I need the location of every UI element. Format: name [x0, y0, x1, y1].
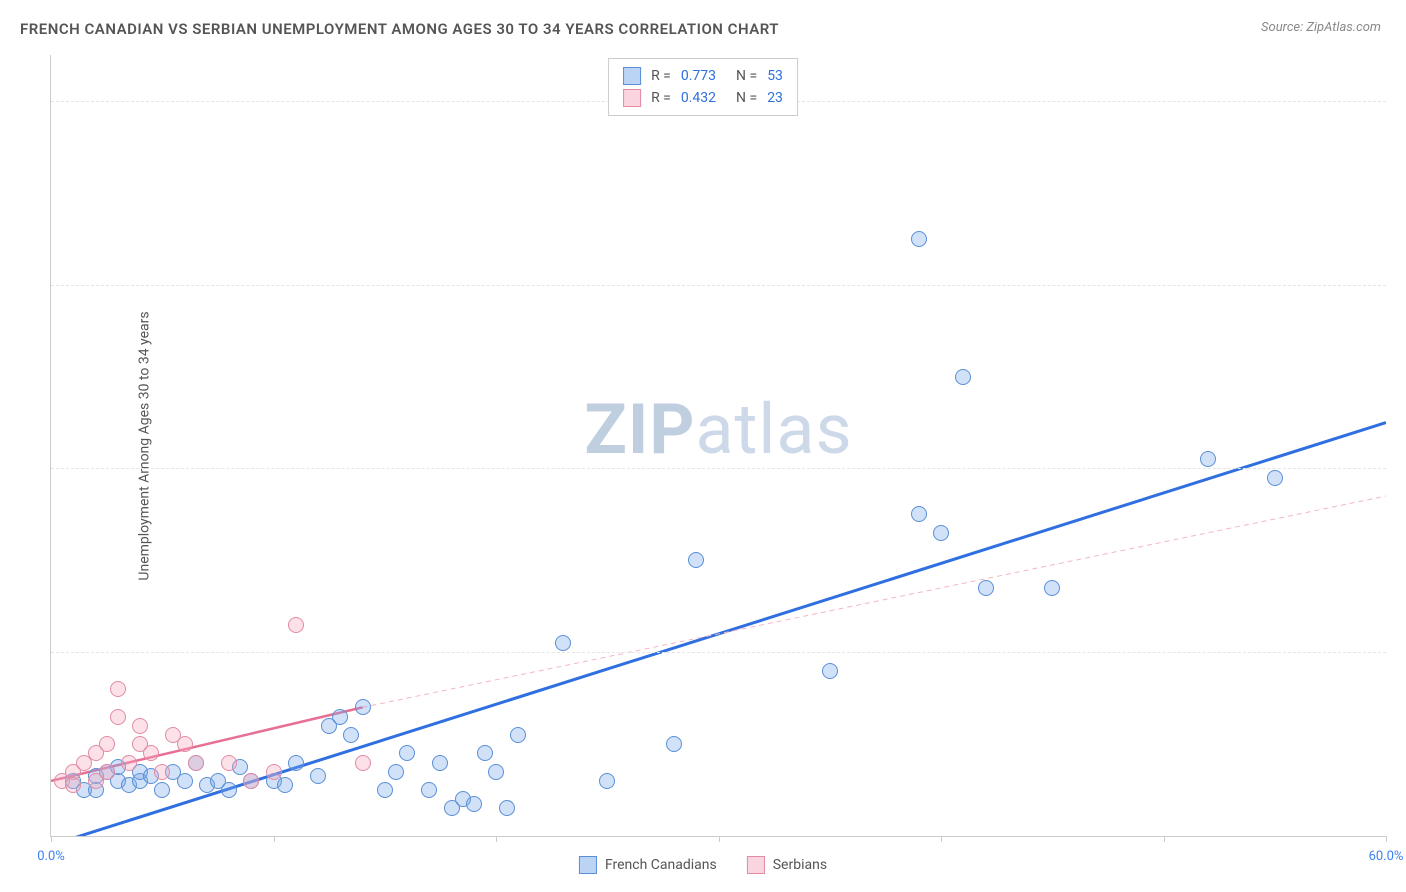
scatter-point — [221, 782, 237, 798]
xtick — [51, 836, 52, 842]
n-value: 53 — [767, 68, 783, 84]
n-value: 23 — [767, 90, 783, 106]
scatter-point — [110, 709, 126, 725]
scatter-point — [688, 552, 704, 568]
xtick-label: 60.0% — [1369, 849, 1404, 864]
r-value: 0.432 — [681, 90, 716, 106]
stats-row-1: R = 0.773 N = 53 — [623, 65, 783, 87]
scatter-point — [399, 745, 415, 761]
scatter-point — [221, 755, 237, 771]
r-label: R = — [651, 90, 671, 106]
stats-row-2: R = 0.432 N = 23 — [623, 87, 783, 109]
scatter-point — [121, 755, 137, 771]
series-legend: French Canadians Serbians — [579, 856, 827, 874]
legend-label: French Canadians — [605, 857, 717, 873]
scatter-point — [822, 663, 838, 679]
scatter-point — [154, 782, 170, 798]
scatter-point — [421, 782, 437, 798]
scatter-point — [110, 681, 126, 697]
swatch-blue-icon — [623, 67, 641, 85]
scatter-point — [510, 727, 526, 743]
scatter-point — [99, 764, 115, 780]
scatter-point — [388, 764, 404, 780]
scatter-point — [978, 580, 994, 596]
xtick — [274, 836, 275, 842]
scatter-point — [1044, 580, 1060, 596]
scatter-point — [955, 369, 971, 385]
source-label: Source: ZipAtlas.com — [1261, 20, 1381, 35]
chart-plot-area: ZIPatlas 20.0%40.0%60.0%80.0%0.0%60.0% — [50, 55, 1386, 837]
scatter-point — [499, 800, 515, 816]
scatter-point — [310, 768, 326, 784]
scatter-point — [65, 777, 81, 793]
scatter-point — [555, 635, 571, 651]
xtick — [1164, 836, 1165, 842]
scatter-point — [154, 764, 170, 780]
gridline — [51, 468, 1386, 469]
scatter-point — [488, 764, 504, 780]
scatter-point — [288, 755, 304, 771]
legend-item-1: French Canadians — [579, 856, 717, 874]
r-value: 0.773 — [681, 68, 716, 84]
trend-lines — [51, 55, 1386, 836]
scatter-point — [1267, 470, 1283, 486]
n-label: N = — [736, 68, 757, 84]
xtick — [941, 836, 942, 842]
xtick — [719, 836, 720, 842]
scatter-point — [933, 525, 949, 541]
scatter-point — [466, 796, 482, 812]
scatter-point — [266, 764, 282, 780]
scatter-point — [355, 755, 371, 771]
scatter-point — [188, 755, 204, 771]
scatter-point — [143, 745, 159, 761]
swatch-blue-icon — [579, 856, 597, 874]
scatter-point — [99, 736, 115, 752]
scatter-point — [911, 506, 927, 522]
xtick-label: 0.0% — [37, 849, 65, 864]
scatter-point — [911, 231, 927, 247]
scatter-point — [432, 755, 448, 771]
watermark-rest: atlas — [695, 389, 852, 471]
scatter-point — [243, 773, 259, 789]
scatter-point — [288, 617, 304, 633]
xtick — [1386, 836, 1387, 842]
stats-legend: R = 0.773 N = 53 R = 0.432 N = 23 — [608, 58, 798, 116]
r-label: R = — [651, 68, 671, 84]
scatter-point — [177, 736, 193, 752]
swatch-pink-icon — [623, 89, 641, 107]
scatter-point — [1200, 451, 1216, 467]
scatter-point — [377, 782, 393, 798]
chart-title: FRENCH CANADIAN VS SERBIAN UNEMPLOYMENT … — [20, 20, 779, 38]
scatter-point — [132, 718, 148, 734]
scatter-point — [666, 736, 682, 752]
scatter-point — [277, 777, 293, 793]
trend-line — [363, 496, 1387, 707]
n-label: N = — [736, 90, 757, 106]
scatter-point — [177, 773, 193, 789]
swatch-pink-icon — [747, 856, 765, 874]
scatter-point — [332, 709, 348, 725]
watermark-bold: ZIP — [584, 389, 695, 471]
legend-label: Serbians — [773, 857, 827, 873]
scatter-point — [355, 699, 371, 715]
watermark: ZIPatlas — [584, 389, 852, 471]
scatter-point — [477, 745, 493, 761]
xtick — [496, 836, 497, 842]
gridline — [51, 285, 1386, 286]
scatter-point — [599, 773, 615, 789]
scatter-point — [343, 727, 359, 743]
gridline — [51, 652, 1386, 653]
legend-item-2: Serbians — [747, 856, 827, 874]
